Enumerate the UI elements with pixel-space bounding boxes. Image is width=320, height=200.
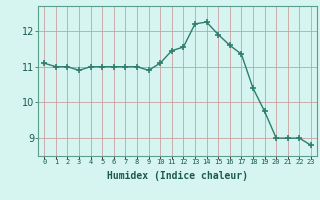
X-axis label: Humidex (Indice chaleur): Humidex (Indice chaleur) bbox=[107, 171, 248, 181]
